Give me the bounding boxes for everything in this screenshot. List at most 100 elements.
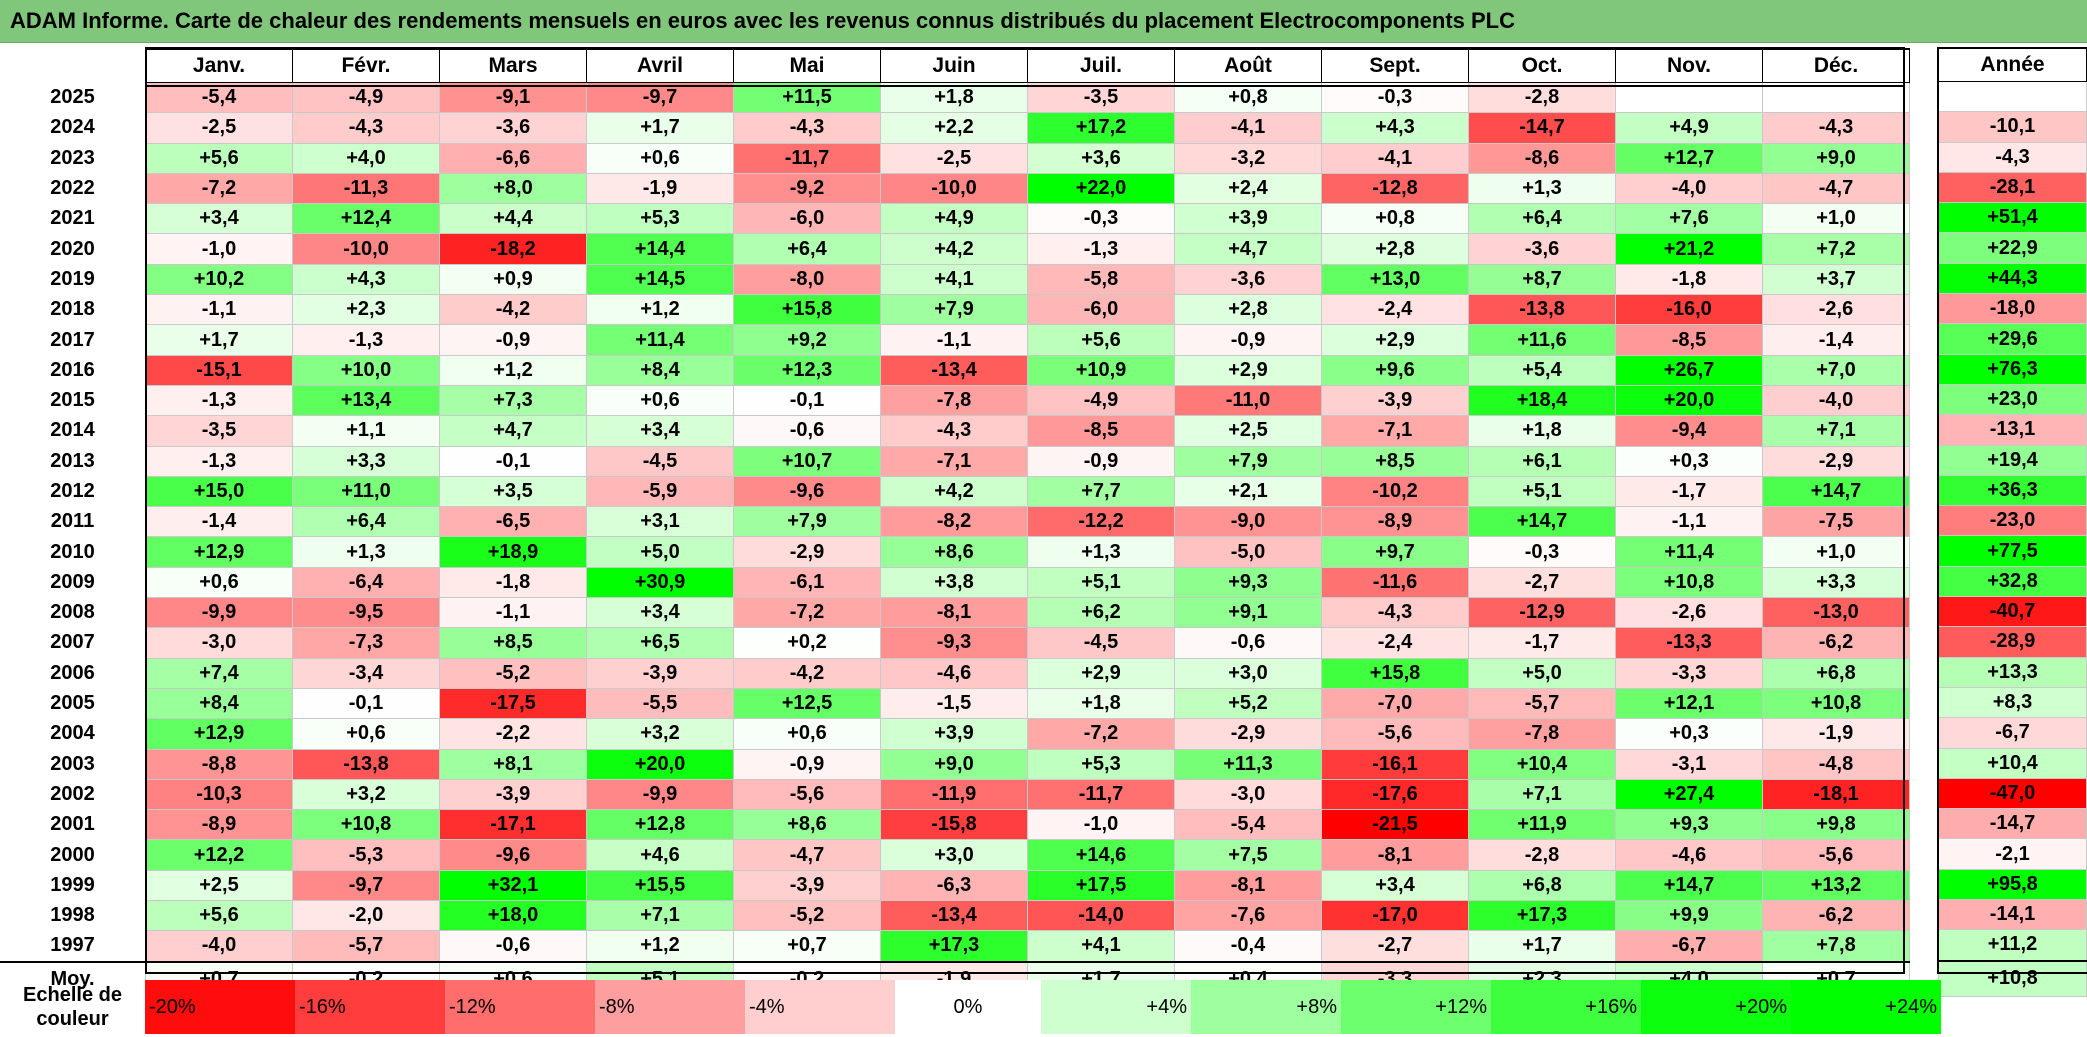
heatmap-cell: +7,6 [1615,203,1763,235]
heatmap-cell: -11,6 [1321,566,1469,599]
heatmap-cell: -8,5 [1615,324,1763,356]
heatmap-cell: -7,8 [1468,718,1616,750]
heatmap-cell: +0,6 [292,718,440,750]
heatmap-cell: -3,9 [439,778,587,811]
heatmap-cell: +18,0 [439,900,587,932]
year-label: 2019 [50,267,95,290]
heatmap-cell: -10,0 [880,172,1028,205]
heatmap-cell: +9,3 [1615,809,1763,841]
year-label: 2017 [50,328,95,351]
heatmap-cell: +3,5 [439,475,587,508]
heatmap-cell: +8,6 [880,536,1028,568]
color-scale: Echelle de couleur -20% -16% -12% -8% -4% 0% +… [0,980,1941,1034]
heatmap-cell: -6,2 [1762,900,1910,932]
heatmap-cell: +22,0 [1027,172,1175,205]
heatmap-cell: +4,6 [586,839,734,871]
heatmap-cell: +9,9 [1615,900,1763,932]
corner-cell [0,49,146,83]
heatmap-cell: -7,1 [1321,415,1469,447]
heatmap-cell: +2,9 [1174,354,1322,386]
heatmap-cell: -1,4 [1762,324,1910,356]
heatmap-cell: +5,0 [1468,657,1616,689]
heatmap-cell: +20,0 [1615,384,1763,417]
heatmap-cell: +0,6 [145,566,293,599]
heatmap-cell: -5,3 [292,839,440,871]
heatmap-cell: -4,6 [880,657,1028,689]
month-header: Mars [439,48,587,83]
heatmap-cell: +7,8 [1762,930,1910,963]
heatmap-cell: +6,2 [1027,597,1175,629]
annual-cell: -40,7 [1938,596,2087,628]
heatmap-cell: -11,3 [292,172,440,205]
heatmap-cell: +1,7 [1468,930,1616,963]
heatmap-cell: +3,0 [1174,657,1322,689]
heatmap-cell: -4,6 [1615,839,1763,871]
heatmap-cell: +12,9 [145,718,293,750]
heatmap-cell: +6,8 [1762,657,1910,689]
heatmap-cell: +12,7 [1615,142,1763,174]
heatmap-cell: +8,5 [439,627,587,659]
year-label: 2006 [50,661,95,684]
heatmap-cell: -2,4 [1321,627,1469,659]
annual-cell: -14,1 [1938,899,2087,931]
year-row: 1999 +2,5 -9,7 +32,1 +15,5 -3,9 -6,3 +17,5 -8,1 +… [0,869,1910,902]
heatmap-cell: -11,9 [880,778,1028,811]
heatmap-cell: -2,9 [733,536,881,568]
heatmap-cell: +1,8 [1468,415,1616,447]
heatmap-cell: +17,2 [1027,112,1175,144]
heatmap-cell: -0,3 [1468,536,1616,568]
heatmap-cell: -0,6 [733,415,881,447]
heatmap-cell: -3,1 [1615,748,1763,780]
heatmap-cell: +17,5 [1027,869,1175,902]
month-header: Juil. [1027,48,1175,83]
heatmap-cell: +12,1 [1615,687,1763,720]
heatmap-cell: -4,0 [1615,172,1763,205]
heatmap-cell: -5,4 [1174,809,1322,841]
heatmap-cell: +12,3 [733,354,881,386]
heatmap-cell: +8,4 [145,687,293,720]
year-label: 2015 [50,389,95,412]
heatmap-cell: -9,7 [292,869,440,902]
heatmap-cell: -2,6 [1762,294,1910,326]
year-label: 2023 [50,146,95,169]
heatmap-cell: -3,3 [1615,657,1763,689]
heatmap-cell: +5,6 [1027,324,1175,356]
heatmap-cell: +15,5 [586,869,734,902]
month-header: Janv. [145,48,293,83]
heatmap-cell: +0,7 [733,930,881,963]
heatmap-cell: +4,2 [880,475,1028,508]
heatmap-cell: +8,5 [1321,445,1469,477]
year-row: 2017 +1,7 -1,3 -0,9 +11,4 +9,2 -1,1 +5,6 -0,9 +2,… [0,324,1910,356]
heatmap-cell: -3,9 [1321,384,1469,417]
heatmap-cell: -5,4 [145,81,293,114]
heatmap-cell: -1,0 [145,233,293,265]
heatmap-cell: -9,1 [439,81,587,114]
heatmap-cell: -9,7 [586,81,734,114]
annual-cell: -10,1 [1938,111,2087,143]
heatmap-cell: +2,2 [880,112,1028,144]
heatmap-cell: -4,3 [292,112,440,144]
heatmap-cell: +3,0 [880,839,1028,871]
heatmap-cell: +0,8 [1321,203,1469,235]
heatmap-cell: +5,3 [586,203,734,235]
heatmap-cell: +9,0 [1762,142,1910,174]
heatmap-cell: -21,5 [1321,809,1469,841]
heatmap-cell: -7,3 [292,627,440,659]
heatmap-cell: -1,3 [145,445,293,477]
year-row: 2013 -1,3 +3,3 -0,1 -4,5 +10,7 -7,1 -0,9 +7,9 +8,… [0,445,1910,477]
year-row: 2021 +3,4 +12,4 +4,4 +5,3 -6,0 +4,9 -0,3 +3,9 +0,… [0,203,1910,235]
annual-cell: +95,8 [1938,868,2087,901]
heatmap-cell: +2,3 [292,294,440,326]
heatmap-cell: -2,4 [1321,294,1469,326]
heatmap-cell: +0,3 [1615,718,1763,750]
heatmap-cell: -6,0 [733,203,881,235]
heatmap-cell: -9,3 [880,627,1028,659]
heatmap-cell: +1,2 [439,354,587,386]
heatmap-cell: -8,9 [145,809,293,841]
heatmap-cell: -2,7 [1468,566,1616,599]
heatmap-cell: -6,6 [439,142,587,174]
heatmap-cell: +4,7 [1174,233,1322,265]
heatmap-cell: -8,8 [145,748,293,780]
heatmap-cell: -18,1 [1762,778,1910,811]
heatmap-cell: -5,7 [292,930,440,963]
